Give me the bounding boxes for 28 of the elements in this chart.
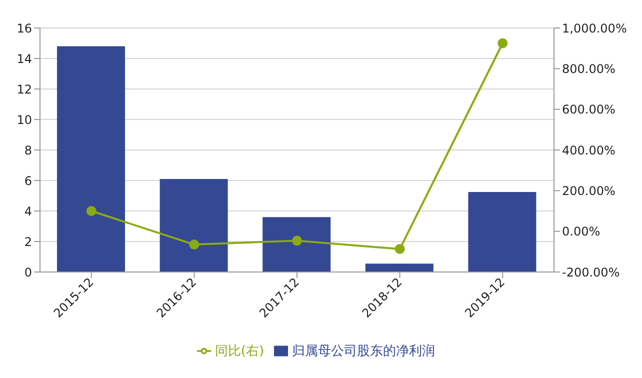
point — [189, 240, 200, 250]
point — [292, 236, 302, 246]
y-tick-label: 16 — [16, 21, 32, 36]
point — [86, 206, 96, 216]
y2-tick-label: 800.00% — [562, 62, 616, 76]
y-tick-label: 0 — [24, 265, 32, 280]
legend-label: 同比(右) — [214, 344, 264, 359]
y-tick-label: 2 — [24, 234, 32, 249]
point — [498, 38, 508, 48]
y-tick-label: 14 — [16, 52, 32, 66]
bar — [262, 217, 331, 272]
y2-tick-label: 0.00% — [562, 224, 600, 239]
y2-tick-label: -200.00% — [562, 265, 620, 280]
bar — [365, 264, 434, 272]
y2-tick-label: 1,000.00% — [562, 21, 627, 36]
bar — [468, 192, 536, 272]
y-tick-label: 12 — [16, 82, 32, 96]
y2-tick-label: 600.00% — [562, 102, 616, 117]
y2-tick-label: 400.00% — [562, 143, 616, 158]
y-tick-label: 10 — [16, 112, 32, 127]
bar — [160, 178, 228, 272]
y-tick-label: 8 — [24, 143, 32, 158]
legend-label: 归属母公司股东的净利润 — [292, 344, 436, 359]
point — [394, 244, 405, 254]
y2-tick-label: 200.00% — [562, 184, 616, 198]
bar — [57, 46, 125, 272]
y-tick-label: 4 — [24, 204, 32, 218]
y-tick-label: 6 — [24, 174, 32, 188]
